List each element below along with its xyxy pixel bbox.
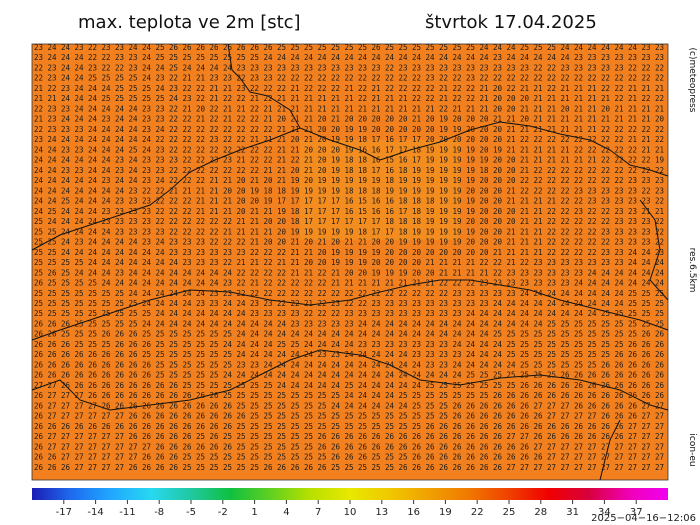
colorbar-tick-label: 28 bbox=[534, 507, 547, 518]
value-row: 25 25 25 25 25 25 25 25 24 24 24 24 23 2… bbox=[34, 299, 664, 308]
value-row: 23 24 24 23 22 23 23 24 24 25 26 26 26 2… bbox=[34, 43, 664, 52]
value-grid: 23 24 24 23 22 23 23 24 24 25 26 26 26 2… bbox=[34, 43, 664, 472]
model: icon-eu bbox=[687, 433, 697, 466]
value-row: 25 25 25 25 25 25 25 24 24 24 24 24 24 2… bbox=[34, 289, 664, 298]
value-row: 26 27 27 27 27 27 27 27 27 26 26 26 26 2… bbox=[34, 442, 664, 451]
colorbar-tick-label: 34 bbox=[598, 507, 611, 518]
value-row: 26 26 26 25 25 25 26 26 26 25 25 25 25 2… bbox=[34, 340, 664, 349]
value-row: 24 24 24 24 24 23 24 24 23 24 22 22 22 2… bbox=[34, 176, 664, 185]
map-warm-zone bbox=[300, 140, 460, 240]
value-row: 26 26 26 26 26 26 26 26 26 25 25 25 25 2… bbox=[34, 371, 664, 380]
value-row: 22 23 23 24 24 24 24 24 23 23 22 21 20 2… bbox=[34, 104, 664, 113]
colorbar-tick-label: 22 bbox=[471, 507, 484, 518]
value-row: 25 25 24 23 24 24 24 24 23 24 23 23 23 2… bbox=[34, 238, 664, 247]
value-row: 25 25 24 24 24 24 23 23 23 23 22 22 22 2… bbox=[34, 227, 664, 236]
value-row: 24 24 25 24 24 24 23 23 23 22 22 22 21 2… bbox=[34, 197, 664, 206]
value-row: 24 24 24 24 24 24 24 23 22 22 21 21 21 2… bbox=[34, 186, 664, 195]
copyright: (c)meteopress bbox=[687, 48, 697, 113]
colorbar-tick-label: 16 bbox=[407, 507, 420, 518]
value-row: 22 23 24 24 25 25 25 25 24 23 22 21 21 2… bbox=[34, 74, 664, 83]
date: štvrtok 17.04.2025 bbox=[425, 12, 597, 33]
colorbar-tick-label: 13 bbox=[375, 507, 388, 518]
map-area bbox=[31, 43, 669, 481]
value-row: 25 26 25 24 24 24 23 24 24 24 24 24 24 2… bbox=[34, 268, 664, 277]
colorbar-tick-label: -5 bbox=[186, 507, 196, 518]
value-row: 26 26 26 26 26 26 26 26 26 25 25 25 25 2… bbox=[34, 360, 664, 369]
value-row: 22 23 24 24 23 22 22 23 24 24 25 24 24 2… bbox=[34, 63, 664, 72]
value-row: 23 24 24 24 24 24 24 24 24 22 22 22 22 2… bbox=[34, 135, 664, 144]
value-row: 27 27 26 26 26 26 26 26 26 26 26 25 25 2… bbox=[34, 381, 664, 390]
value-row: 25 25 25 25 25 25 25 25 25 24 24 24 24 2… bbox=[34, 309, 664, 318]
value-row: 24 25 24 24 24 23 23 23 23 22 22 22 21 2… bbox=[34, 207, 664, 216]
value-row: 26 26 26 26 26 26 26 26 26 26 26 26 26 2… bbox=[34, 422, 664, 431]
value-row: 22 23 23 23 24 24 24 24 23 24 22 22 22 2… bbox=[34, 125, 664, 134]
value-row: 24 24 23 23 24 24 23 24 23 23 22 22 22 2… bbox=[34, 166, 664, 175]
value-row: 21 23 24 24 24 23 24 24 23 23 22 22 21 2… bbox=[34, 115, 664, 124]
value-row: 26 26 26 25 25 25 25 25 24 24 24 24 24 2… bbox=[34, 319, 664, 328]
value-row: 24 24 23 23 24 24 24 25 24 23 22 22 22 2… bbox=[34, 145, 664, 154]
colorbar-tick-label: -17 bbox=[56, 507, 72, 518]
colorbar-tick-label: 4 bbox=[283, 507, 289, 518]
value-row: 26 26 26 26 26 26 26 26 25 25 25 25 25 2… bbox=[34, 350, 664, 359]
value-row: 25 24 24 24 24 23 23 23 23 22 22 22 22 2… bbox=[34, 217, 664, 226]
value-row: 26 26 26 27 27 27 27 26 26 26 26 25 25 2… bbox=[34, 463, 664, 472]
resolution: res.6.5km bbox=[687, 248, 697, 293]
colorbar-tick-label: 1 bbox=[251, 507, 257, 518]
colorbar-tick-label: 31 bbox=[566, 507, 579, 518]
value-row: 24 24 24 24 24 24 23 24 23 23 23 22 22 2… bbox=[34, 156, 664, 165]
colorbar bbox=[32, 488, 668, 500]
title: max. teplota ve 2m [stc] bbox=[78, 12, 301, 33]
colorbar-tick-label: -11 bbox=[119, 507, 135, 518]
colorbar-tick-label: -14 bbox=[87, 507, 103, 518]
colorbar-tick-label: -2 bbox=[218, 507, 228, 518]
colorbar-ticks: -17 -14 -11 -8 -5 -2 1 4 7 10 13 16 19 22 25 28 31 34 37 bbox=[56, 500, 643, 518]
colorbar-tick-label: 37 bbox=[630, 507, 643, 518]
value-row: 26 27 27 27 27 27 27 26 26 26 26 26 25 2… bbox=[34, 432, 664, 441]
timestamp: 2025−04−16−12:06 bbox=[591, 513, 696, 524]
value-row: 26 27 27 27 26 26 26 26 26 26 26 26 26 2… bbox=[34, 391, 664, 400]
colorbar-tick-label: 19 bbox=[439, 507, 452, 518]
value-row: 25 25 24 24 24 24 24 24 24 24 23 23 23 2… bbox=[34, 248, 664, 257]
value-row: 26 27 27 27 27 26 26 26 26 26 26 26 26 2… bbox=[34, 401, 664, 410]
value-row: 21 22 23 24 24 24 25 25 25 24 23 22 22 2… bbox=[34, 84, 664, 93]
value-row: 26 26 25 25 25 26 26 26 25 25 25 25 25 2… bbox=[34, 330, 664, 339]
value-row: 23 24 24 24 22 22 23 23 24 25 25 25 25 2… bbox=[34, 53, 664, 62]
value-row: 25 25 25 25 24 24 24 24 24 24 24 23 23 2… bbox=[34, 258, 664, 267]
value-row: 26 27 27 27 27 27 27 26 26 26 26 26 26 2… bbox=[34, 412, 664, 421]
colorbar-tick-label: -8 bbox=[154, 507, 164, 518]
colorbar-tick-label: 10 bbox=[344, 507, 357, 518]
colorbar-tick-label: 25 bbox=[503, 507, 516, 518]
value-row: 21 21 24 24 24 25 25 25 25 25 24 23 22 2… bbox=[34, 94, 664, 103]
value-row: 26 25 25 25 25 24 24 24 24 24 24 24 24 2… bbox=[34, 279, 664, 288]
borders bbox=[31, 43, 669, 481]
value-row: 26 26 27 27 27 27 27 27 26 26 26 25 25 2… bbox=[34, 453, 664, 462]
colorbar-tick-label: 7 bbox=[315, 507, 321, 518]
